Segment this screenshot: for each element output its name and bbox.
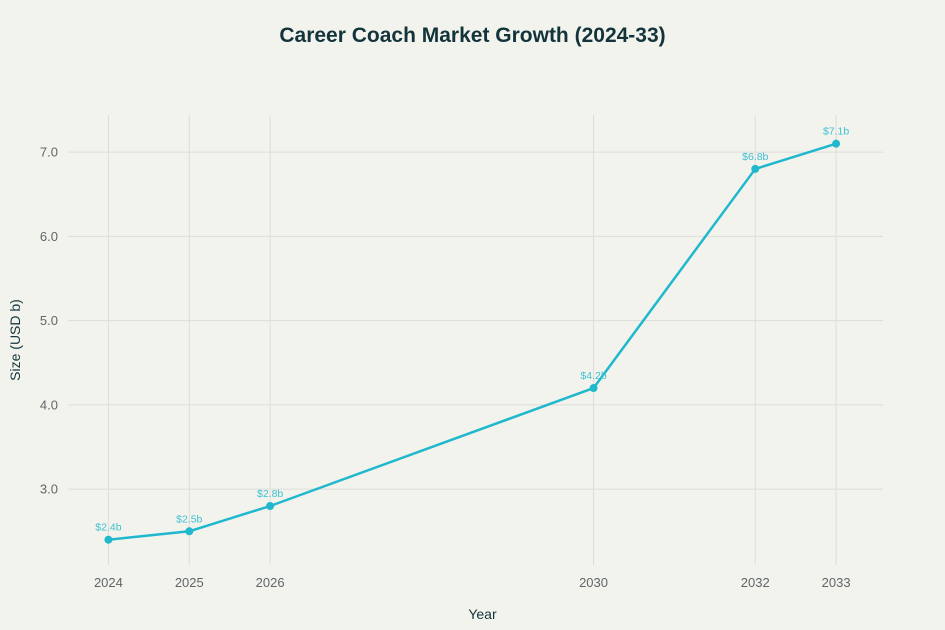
series-line [108,142,837,541]
y-tick-label: 7.0 [40,145,58,160]
y-tick-label: 4.0 [40,397,58,412]
y-tick-label: 6.0 [40,229,58,244]
y-tick-label: 5.0 [40,313,58,328]
data-label: $2.4b [95,522,121,534]
x-tick-label: 2030 [579,575,608,590]
y-axis-label: Size (USD b) [7,299,23,381]
data-label: $2.8b [257,488,283,500]
x-tick-label: 2024 [94,575,123,590]
data-point [751,164,760,173]
x-tick-label: 2026 [256,575,285,590]
data-point [266,502,275,511]
data-point [589,384,598,393]
y-tick-label: 3.0 [40,482,58,497]
x-tick-label: 2033 [822,575,851,590]
x-tick-label: 2032 [741,575,770,590]
data-label: $2.5b [176,513,202,525]
x-tick-label: 2025 [175,575,204,590]
data-label: $4.2b [580,370,606,382]
x-axis-label: Year [468,606,497,622]
data-point [185,527,194,536]
data-label: $7.1b [823,126,849,138]
data-point [104,535,113,544]
chart-title: Career Coach Market Growth (2024-33) [279,24,666,47]
data-label: $6.8b [742,151,768,163]
data-point [832,139,841,148]
